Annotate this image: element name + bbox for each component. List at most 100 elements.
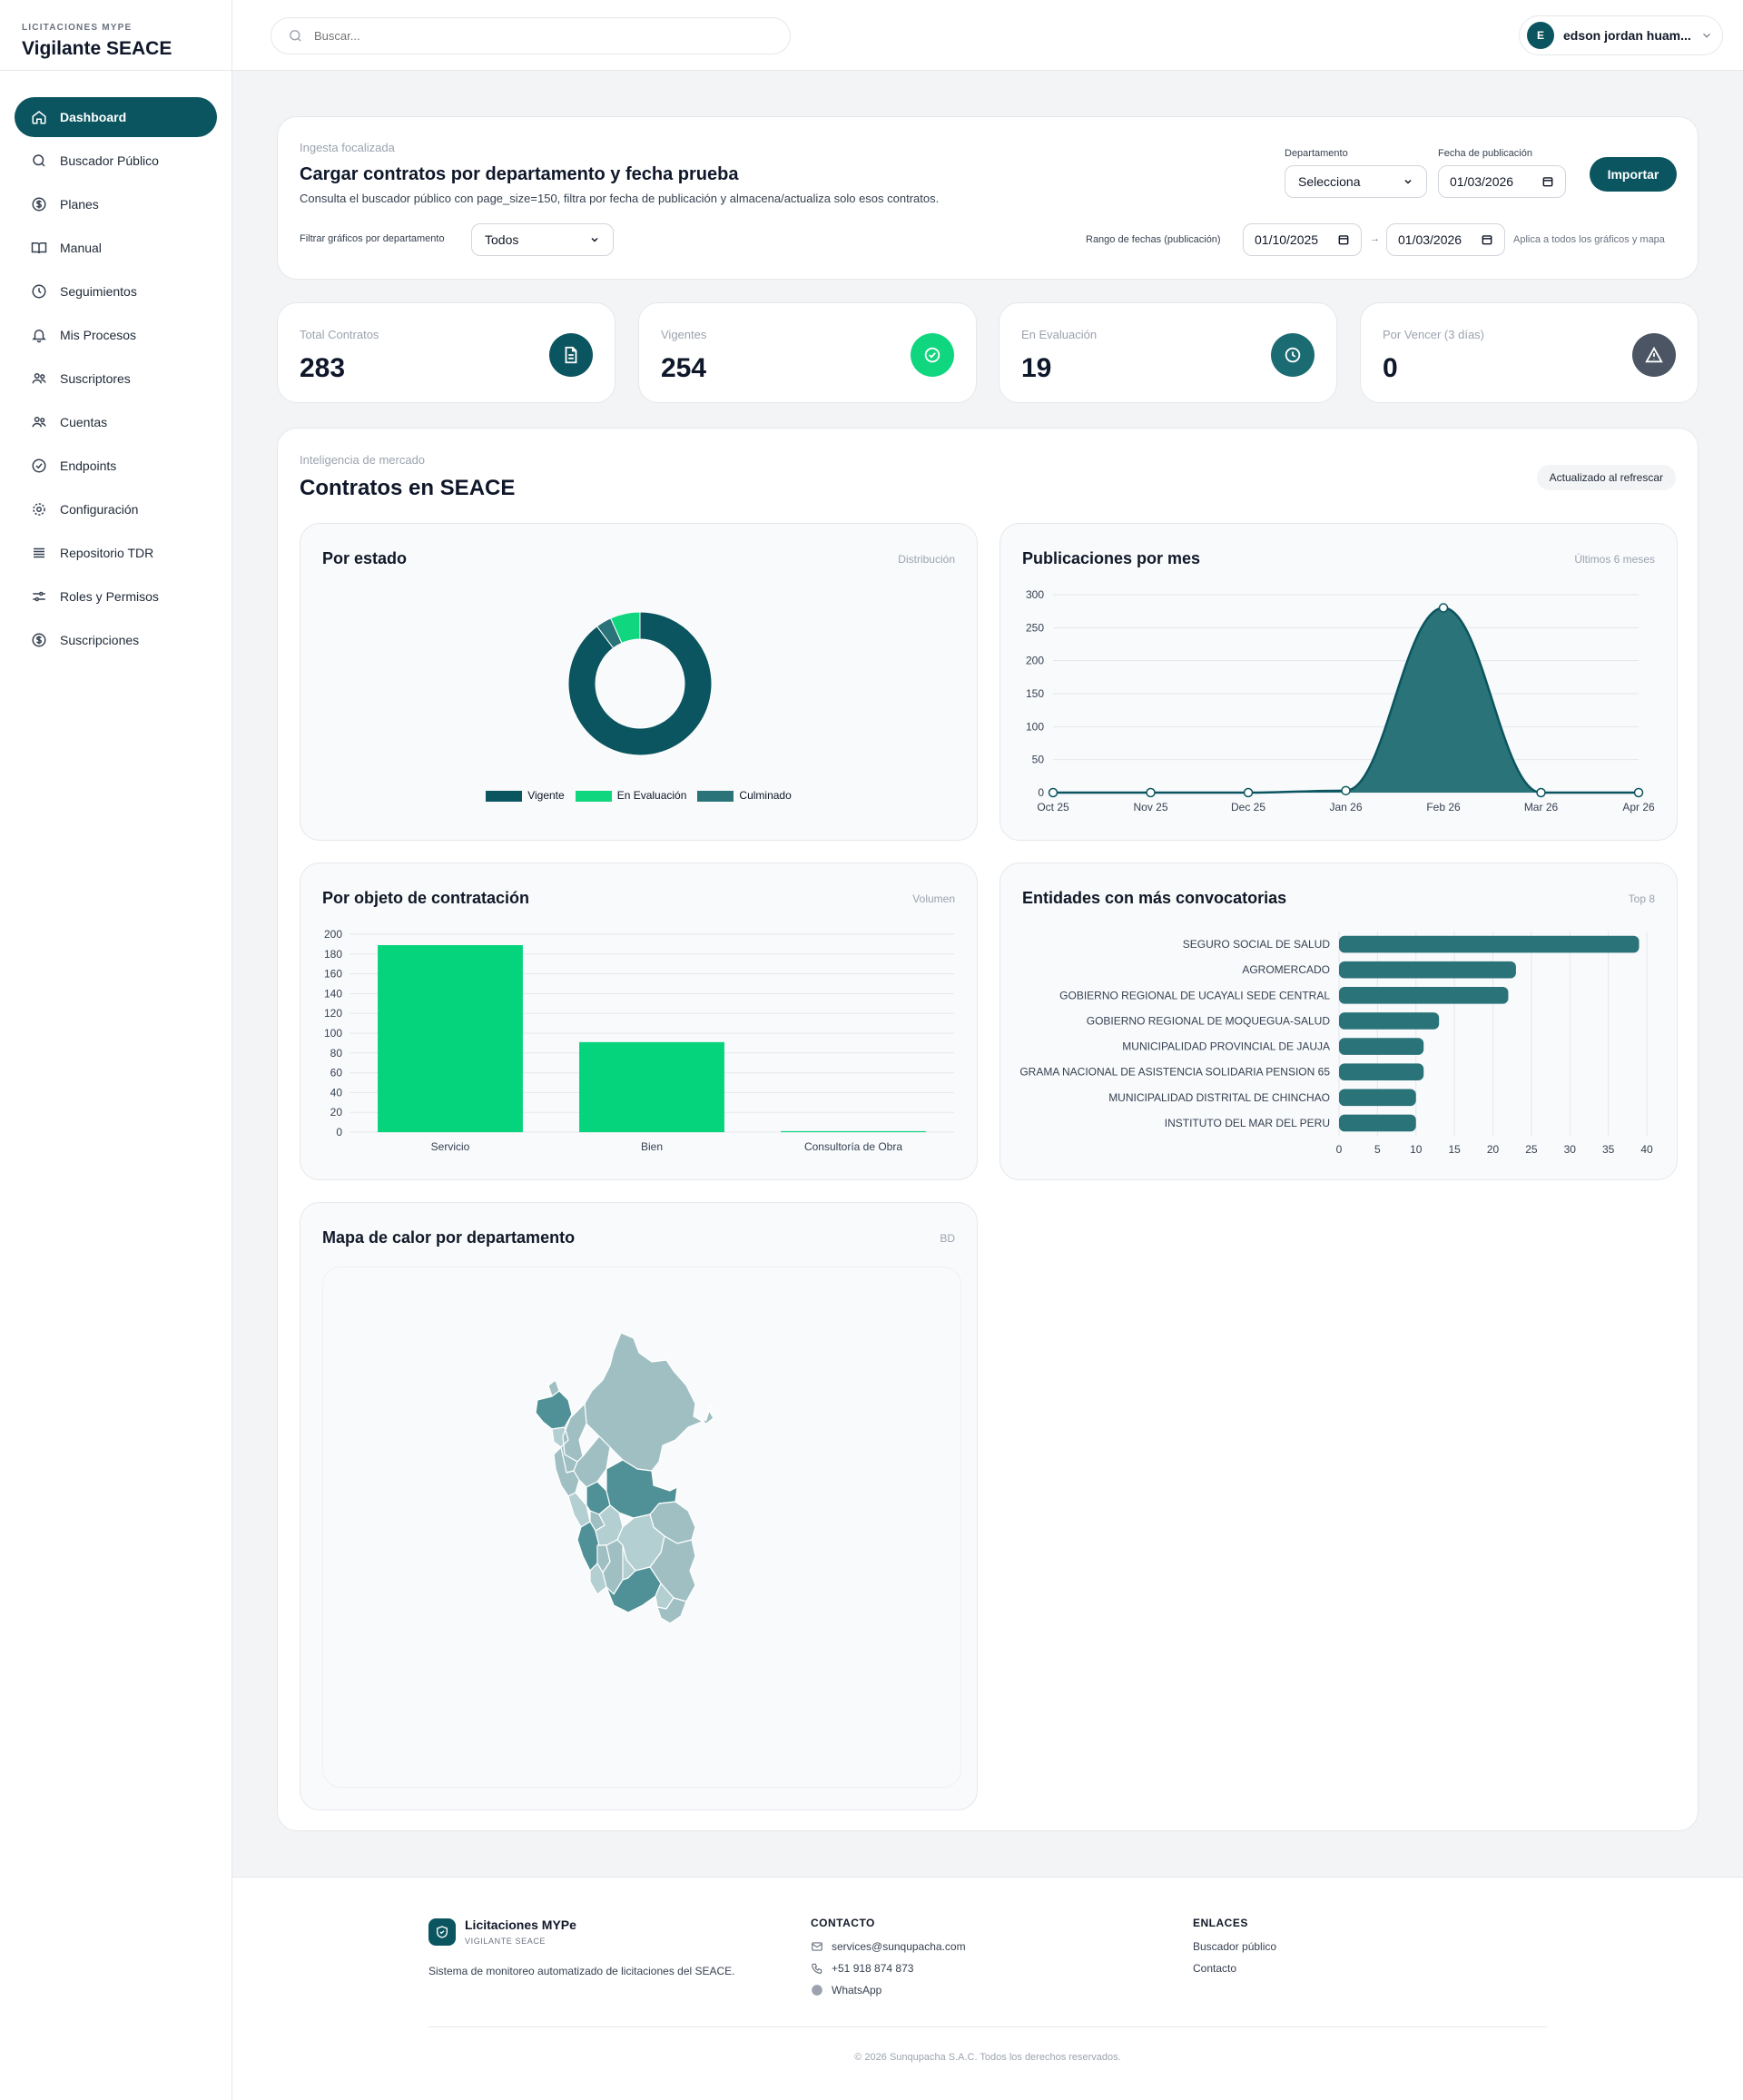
- market-title: Contratos en SEACE: [300, 476, 516, 500]
- sidebar-item-suscripciones[interactable]: Suscripciones: [15, 620, 217, 660]
- footer-link-contacto[interactable]: Contacto: [1193, 1962, 1237, 1975]
- filter-value: Todos: [485, 232, 519, 247]
- sliders-icon: [33, 591, 45, 602]
- x-tick-label: Feb 26: [1426, 801, 1461, 813]
- legend-item[interactable]: En Evaluación: [575, 789, 686, 802]
- user-menu[interactable]: E edson jordan huam...: [1519, 15, 1723, 55]
- sidebar-item-roles[interactable]: Roles y Permisos: [15, 577, 217, 616]
- footer-whatsapp[interactable]: WhatsApp: [811, 1984, 881, 1996]
- sidebar-item-label: Configuración: [60, 502, 139, 517]
- ingesta-description: Consulta el buscador público con page_si…: [300, 192, 940, 205]
- dollar-icon: [32, 633, 46, 647]
- peru-heat-map[interactable]: [323, 1267, 962, 1789]
- map-region[interactable]: [656, 1597, 687, 1624]
- sidebar-item-seguimientos[interactable]: Seguimientos: [15, 271, 217, 311]
- sidebar-item-endpoints[interactable]: Endpoints: [15, 446, 217, 486]
- legend-item[interactable]: Vigente: [486, 789, 565, 802]
- sidebar-item-label: Mis Procesos: [60, 328, 137, 342]
- x-tick-label: 25: [1525, 1143, 1538, 1156]
- footer-contact-title: CONTACTO: [811, 1917, 875, 1929]
- footer-divider: [428, 2026, 1547, 2027]
- ingesta-card: Ingesta focalizada Cargar contratos por …: [277, 116, 1699, 280]
- horizontal-bar-chart: 0 5 10 15 20 25 30 35 40 SEGURO SOCIAL DE SALUD AG…: [1000, 932, 1653, 1156]
- y-tick-label: 140: [324, 987, 342, 1000]
- sidebar-item-dashboard[interactable]: Dashboard: [15, 97, 217, 137]
- x-tick-label: 10: [1410, 1143, 1423, 1156]
- sidebar-item-configuracion[interactable]: Configuración: [15, 489, 217, 529]
- sidebar-item-label: Buscador Público: [60, 153, 159, 168]
- x-tick-label: Mar 26: [1524, 801, 1559, 813]
- map-container[interactable]: [322, 1267, 961, 1788]
- topbar: E edson jordan huam...: [232, 0, 1743, 71]
- range-to-value: 01/03/2026: [1398, 232, 1462, 247]
- y-tick-label: 180: [324, 948, 342, 961]
- kpi-value: 283: [300, 353, 346, 383]
- brand-title: Vigilante SEACE: [22, 38, 172, 59]
- panel-tag: Volumen: [912, 892, 955, 905]
- kpi-evaluacion: En Evaluación 19: [999, 302, 1337, 403]
- kpi-label: En Evaluación: [1021, 328, 1098, 341]
- x-tick-label: 0: [1336, 1143, 1343, 1156]
- series-line: [1053, 606, 1639, 794]
- legend-item[interactable]: Culminado: [697, 789, 792, 802]
- sidebar-item-label: Dashboard: [60, 110, 127, 124]
- data-point: [1341, 785, 1351, 796]
- book-icon: [31, 242, 47, 254]
- panel-por-objeto: Por objeto de contratación Volumen 0 20 40…: [300, 863, 978, 1180]
- x-tick-label: 15: [1448, 1143, 1461, 1156]
- sidebar-item-manual[interactable]: Manual: [15, 228, 217, 268]
- import-button[interactable]: Importar: [1590, 157, 1677, 192]
- departamento-select[interactable]: Selecciona: [1285, 165, 1427, 198]
- filter-select[interactable]: Todos: [471, 223, 614, 256]
- area-chart: 0 50 100 150 200 250 300 Oct 25 Nov 25 Dec 25 Jan …: [1026, 588, 1655, 813]
- chevron-down-icon: [591, 237, 598, 242]
- x-tick-label: Apr 26: [1622, 801, 1655, 813]
- sidebar-item-label: Endpoints: [60, 458, 117, 473]
- map-region[interactable]: [606, 1566, 662, 1613]
- dollar-icon: [32, 197, 46, 212]
- footer-email[interactable]: services@sunqupacha.com: [811, 1940, 966, 1953]
- bar: [1339, 1063, 1424, 1080]
- y-tick-label: 50: [1032, 754, 1045, 766]
- kpi-label: Vigentes: [661, 328, 707, 341]
- y-tick-label: MUNICIPALIDAD PROVINCIAL DE JAUJA: [1122, 1040, 1330, 1053]
- footer-phone[interactable]: +51 918 874 873: [811, 1962, 913, 1975]
- data-point: [1633, 787, 1644, 798]
- y-tick-label: PROGRAMA NACIONAL DE ASISTENCIA SOLIDARI…: [1000, 1066, 1330, 1079]
- kpi-vigentes: Vigentes 254: [638, 302, 977, 403]
- kpi-value: 254: [661, 353, 707, 383]
- y-tick-label: GOBIERNO REGIONAL DE MOQUEGUA-SALUD: [1087, 1014, 1331, 1027]
- footer-whatsapp-text: WhatsApp: [832, 1984, 882, 1996]
- x-tick-label: 20: [1487, 1143, 1500, 1156]
- user-name: edson jordan huam...: [1563, 28, 1691, 43]
- panel-title: Mapa de calor por departamento: [322, 1228, 576, 1247]
- kpi-icon-badge: [911, 333, 954, 377]
- data-point: [1536, 787, 1546, 798]
- mail-icon: [812, 1942, 822, 1951]
- sidebar-item-cuentas[interactable]: Cuentas: [15, 402, 217, 442]
- bar: [1339, 987, 1509, 1004]
- map-region[interactable]: [649, 1535, 696, 1602]
- sidebar-item-suscriptores[interactable]: Suscriptores: [15, 359, 217, 399]
- y-tick-label: 0: [1038, 786, 1044, 799]
- category-labels: SEGURO SOCIAL DE SALUD AGROMERCADO GOBIERN…: [1000, 938, 1331, 1129]
- sidebar-item-mis-procesos[interactable]: Mis Procesos: [15, 315, 217, 355]
- range-to-input[interactable]: 01/03/2026: [1386, 223, 1505, 256]
- calendar-icon: [1542, 177, 1553, 187]
- range-from-input[interactable]: 01/10/2025: [1243, 223, 1362, 256]
- footer-link-buscador[interactable]: Buscador público: [1193, 1940, 1277, 1953]
- sidebar-item-buscador[interactable]: Buscador Público: [15, 141, 217, 181]
- fecha-input[interactable]: 01/03/2026: [1438, 165, 1566, 198]
- sidebar-item-repositorio-tdr[interactable]: Repositorio TDR: [15, 533, 217, 573]
- bar: [781, 1130, 926, 1132]
- y-tick-label: MUNICIPALIDAD DISTRITAL DE CHINCHAO: [1108, 1091, 1330, 1104]
- x-tick-label: Servicio: [431, 1140, 470, 1153]
- kpi-value: 0: [1383, 353, 1398, 383]
- map-region[interactable]: [584, 1332, 714, 1472]
- search-box[interactable]: [271, 17, 791, 54]
- gear-icon: [33, 503, 45, 516]
- footer: Licitaciones MYPe VIGILANTE SEACE Sistem…: [232, 1877, 1743, 2100]
- list-icon: [34, 547, 44, 558]
- search-input[interactable]: [314, 29, 750, 43]
- sidebar-item-planes[interactable]: Planes: [15, 184, 217, 224]
